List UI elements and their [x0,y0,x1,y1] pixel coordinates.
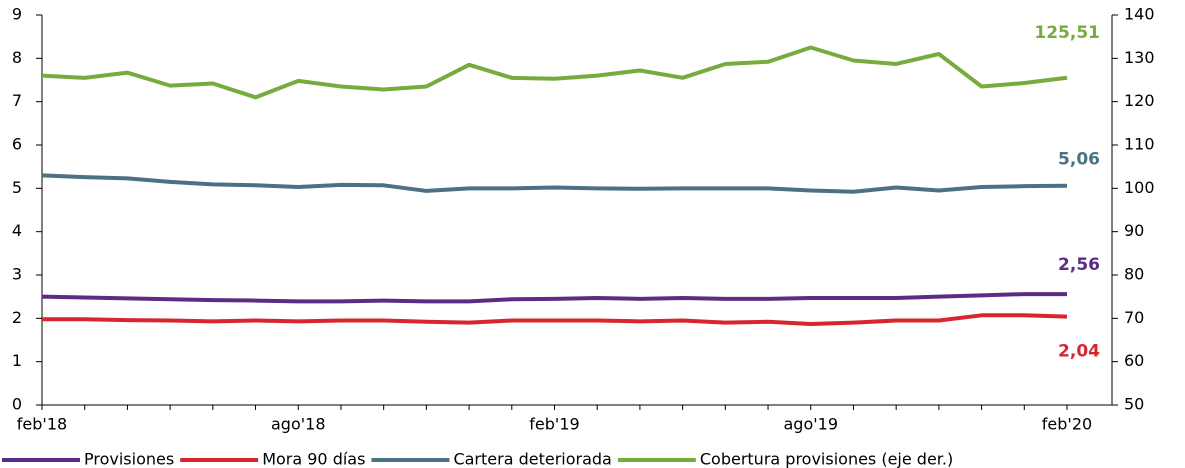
legend-label: Cartera deteriorada [453,450,611,468]
legend-label: Mora 90 días [262,450,365,468]
y2-tick-label: 50 [1124,395,1144,414]
x-tick-label: feb'18 [17,415,67,434]
y2-tick-label: 70 [1124,308,1144,327]
data-label: 2,04 [1058,342,1100,362]
y2-tick-label: 80 [1124,265,1144,284]
x-tick-label: ago'19 [783,415,838,434]
series-line [42,313,1068,326]
y2-tick-label: 60 [1124,351,1144,370]
y-tick-label: 3 [12,265,22,284]
legend-label: Cobertura provisiones (eje der.) [700,450,953,468]
data-label: 125,51 [1034,23,1100,43]
y2-tick-label: 140 [1124,5,1155,24]
y-tick-label: 7 [12,91,22,110]
data-label: 2,56 [1058,255,1100,275]
x-tick-label: feb'19 [529,415,579,434]
y-tick-label: 8 [12,48,22,67]
y2-tick-label: 100 [1124,178,1155,197]
series-line [41,45,1068,100]
series-line [41,173,1068,194]
y-tick-label: 4 [12,221,22,240]
x-tick-label: ago'18 [271,415,326,434]
legend-label: Provisiones [84,450,174,468]
y2-tick-label: 130 [1124,48,1155,67]
x-tick-label: feb'20 [1042,415,1092,434]
y2-tick-label: 110 [1124,135,1155,154]
y-tick-label: 6 [12,135,22,154]
data-label: 5,06 [1058,150,1100,170]
y-tick-label: 2 [12,308,22,327]
y-tick-label: 9 [12,5,22,24]
series-line [41,292,1067,304]
y2-tick-label: 90 [1124,221,1144,240]
y-tick-label: 0 [12,395,22,414]
y2-tick-label: 120 [1124,91,1155,110]
y-tick-label: 5 [12,178,22,197]
y-tick-label: 1 [12,351,22,370]
